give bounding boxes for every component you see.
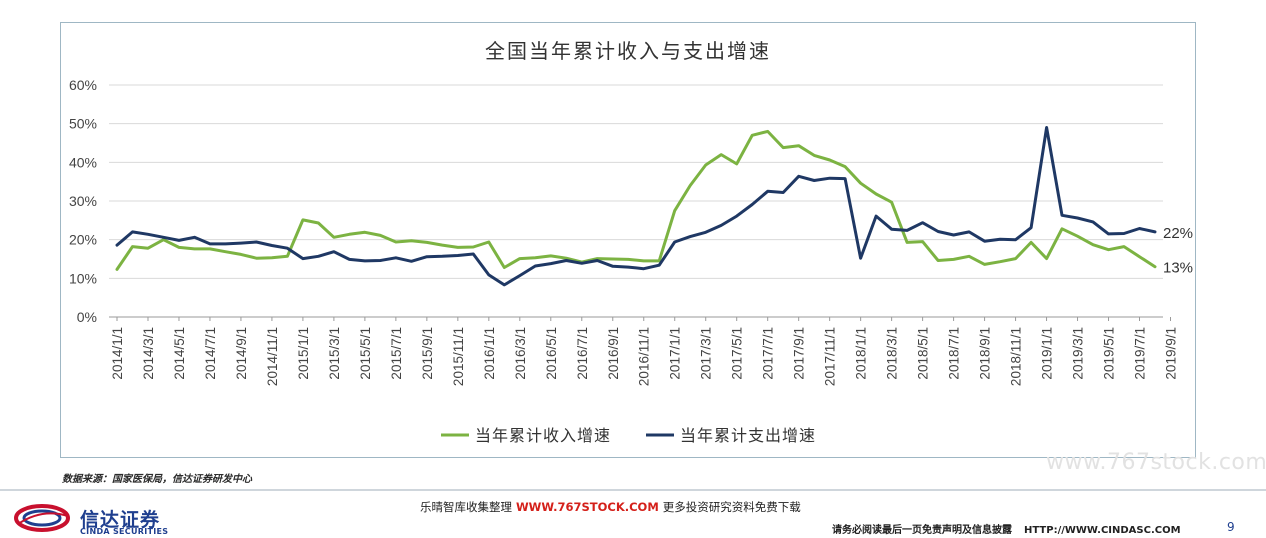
x-tick-label: 2015/5/1 (358, 327, 373, 380)
x-tick-label: 2014/1/1 (110, 327, 125, 380)
watermark: www.767stock.com (1046, 450, 1266, 475)
series-line-1 (115, 129, 1157, 271)
series-end-label: 13% (1163, 260, 1193, 277)
x-tick-label: 2015/11/1 (451, 327, 466, 386)
promo-right-text: 更多投资研究资料免费下载 (662, 500, 801, 514)
y-tick-label: 30% (69, 193, 97, 209)
x-tick-label: 2015/9/1 (420, 327, 435, 380)
y-tick-label: 10% (69, 270, 97, 286)
x-tick-label: 2015/3/1 (327, 327, 342, 380)
page-number: 9 (1227, 520, 1235, 534)
x-tick-label: 2015/7/1 (389, 327, 404, 380)
x-tick-label: 2019/7/1 (1133, 327, 1148, 380)
x-tick-label: 2014/7/1 (203, 327, 218, 380)
y-tick-label: 50% (69, 116, 97, 132)
logo-chinese: 信达证券 (80, 509, 161, 531)
disclaimer-text: 请务必阅读最后一页免责声明及信息披露 (832, 525, 1012, 536)
cinda-logo-icon (14, 504, 70, 532)
chart-title: 全国当年累计收入与支出增速 (485, 39, 771, 63)
y-tick-label: 60% (69, 77, 97, 93)
y-tick-label: 0% (77, 309, 97, 325)
x-tick-label: 2014/5/1 (172, 327, 187, 380)
x-tick-label: 2015/1/1 (296, 327, 311, 380)
y-tick-label: 20% (69, 232, 97, 248)
y-tick-label: 40% (69, 154, 97, 170)
promo-site-link[interactable]: WWW.767STOCK.COM (516, 500, 659, 514)
x-tick-label: 2019/1/1 (1040, 327, 1055, 380)
x-tick-label: 2016/1/1 (482, 327, 497, 380)
x-tick-label: 2018/11/1 (1009, 327, 1024, 386)
x-tick-label: 2017/7/1 (761, 327, 776, 380)
x-tick-label: 2014/9/1 (234, 327, 249, 380)
series-line-2 (115, 126, 1157, 287)
x-tick-label: 2017/5/1 (730, 327, 745, 380)
chart-frame: 全国当年累计收入与支出增速 0% 10% 20% 30% 40% 50% 60% 2014/1/… (60, 22, 1196, 458)
x-tick-label: 2019/9/1 (1163, 327, 1178, 380)
legend-label: 当年累计收入增速 (475, 426, 611, 445)
x-tick-label: 2018/7/1 (947, 327, 962, 380)
x-tick-label: 2016/5/1 (544, 327, 559, 380)
x-tick-label: 2019/5/1 (1102, 327, 1117, 380)
x-tick-label: 2018/1/1 (854, 327, 869, 380)
promo-line: 乐晴智库收集整理 WWW.767STOCK.COM 更多投资研究资料免费下载 (420, 499, 801, 515)
x-tick-label: 2017/9/1 (792, 327, 807, 380)
line-chart: 全国当年累计收入与支出增速 0% 10% 20% 30% 40% 50% 60% 2014/1/… (69, 39, 1193, 445)
x-tick-label: 2016/3/1 (513, 327, 528, 380)
x-tick-label: 2018/5/1 (916, 327, 931, 380)
x-tick-label: 2017/11/1 (823, 327, 838, 386)
legend-label: 当年累计支出增速 (680, 426, 816, 445)
x-tick-label: 2014/3/1 (141, 327, 156, 380)
x-tick-label: 2018/9/1 (978, 327, 993, 380)
x-tick-label: 2016/9/1 (606, 327, 621, 380)
disclaimer-line: 请务必阅读最后一页免责声明及信息披露 HTTP://WWW.CINDASC.COM (832, 521, 1181, 536)
promo-left-text: 乐晴智库收集整理 (420, 500, 512, 514)
x-tick-label: 2017/3/1 (699, 327, 714, 380)
source-note: 数据来源：国家医保局，信达证券研发中心 (62, 474, 252, 485)
x-tick-label: 2017/1/1 (668, 327, 683, 380)
disclaimer-url-link[interactable]: HTTP://WWW.CINDASC.COM (1024, 525, 1181, 536)
series-end-label: 22% (1163, 225, 1193, 242)
footer-divider (0, 489, 1266, 491)
x-tick-label: 2014/11/1 (265, 327, 280, 386)
x-tick-label: 2018/3/1 (885, 327, 900, 380)
x-tick-label: 2019/3/1 (1071, 327, 1086, 380)
logo-english: CINDA SECURITIES (80, 527, 169, 536)
x-tick-label: 2016/11/1 (637, 327, 652, 386)
x-tick-label: 2016/7/1 (575, 327, 590, 380)
